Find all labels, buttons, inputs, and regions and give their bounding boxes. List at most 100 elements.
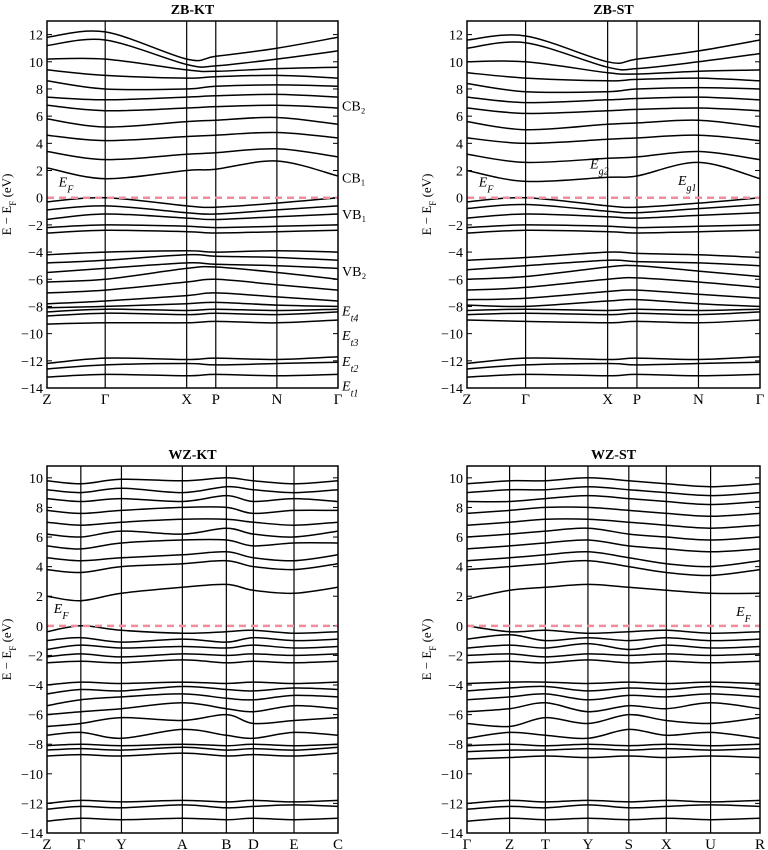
panel-title: ZB-KT (171, 3, 215, 18)
band-line (47, 160, 338, 180)
band-line (47, 196, 338, 209)
y-tick-label: 4 (36, 561, 43, 576)
band-line (47, 262, 338, 274)
band-line (467, 804, 760, 811)
band-line (467, 96, 760, 104)
kpoint-label: S (625, 837, 633, 850)
panel-title: WZ-KT (168, 448, 217, 463)
y-tick-label: −4 (448, 246, 463, 261)
y-tick-label: 8 (456, 83, 463, 98)
band-line (47, 80, 338, 91)
y-tick-label: −6 (448, 709, 463, 724)
y-tick-label: 0 (36, 620, 43, 635)
band-line (47, 752, 338, 757)
band-line (467, 713, 760, 728)
y-tick-label: 10 (449, 472, 463, 487)
band-line (467, 264, 760, 281)
band-line (47, 319, 338, 325)
band-annotation: VB₁ (342, 208, 366, 223)
y-axis-label: E − EF (eV) (0, 174, 18, 236)
kpoint-label: Γ (463, 837, 472, 850)
band-line (47, 559, 338, 574)
y-tick-label: 10 (29, 56, 43, 71)
band-line (467, 82, 760, 94)
y-tick-label: −10 (441, 768, 463, 783)
kpoint-label: E (289, 837, 298, 850)
band-line (467, 743, 760, 747)
band-line (47, 93, 338, 101)
band-line (467, 229, 760, 234)
band-line (47, 69, 338, 79)
y-tick-label: 4 (456, 137, 463, 152)
y-tick-label: 2 (456, 165, 463, 180)
band-panel-3: WZ-ST E − EF (eV) 10 8 6 4 2 0 −2 −4 −6 −8 −10 −12 −14… (419, 448, 765, 850)
y-tick-label: 8 (456, 501, 463, 516)
band-line (47, 265, 338, 283)
band-line (467, 625, 760, 634)
y-tick-label: −14 (441, 382, 463, 397)
y-tick-label: −2 (448, 219, 463, 234)
y-tick-label: 12 (29, 29, 43, 44)
y-tick-label: −8 (448, 300, 463, 315)
y-tick-label: 6 (456, 110, 463, 125)
y-tick-label: 2 (36, 590, 43, 605)
band-line (467, 653, 760, 658)
band-line (467, 477, 760, 488)
panel-title: ZB-ST (593, 3, 634, 18)
kpoint-label: Γ (101, 392, 110, 408)
band-line (467, 251, 760, 261)
y-tick-label: −6 (28, 273, 43, 288)
kpoint-label: Z (505, 837, 514, 850)
y-tick-label: −14 (21, 382, 43, 397)
band-line (467, 276, 760, 291)
band-annotation: EF (53, 602, 70, 622)
kpoint-label: C (333, 837, 343, 850)
band-annotation: EF (735, 605, 752, 625)
band-line (467, 119, 760, 131)
band-line (47, 713, 338, 728)
band-line (47, 702, 338, 716)
y-tick-label: 4 (36, 137, 43, 152)
bands (47, 477, 338, 822)
y-tick-label: −2 (28, 219, 43, 234)
panel-frame (466, 20, 761, 389)
band-line (467, 60, 760, 75)
band-annotation: EF (58, 175, 75, 195)
band-line (47, 205, 338, 215)
band-line (467, 289, 760, 301)
panel-frame (46, 465, 339, 834)
y-tick-label: −8 (28, 300, 43, 315)
band-line (467, 485, 760, 497)
bands (467, 34, 760, 378)
kpoint-label: Γ (334, 392, 343, 408)
band-line (467, 685, 760, 692)
kpoint-label: Z (42, 837, 51, 850)
band-line (467, 550, 760, 568)
y-tick-label: −6 (28, 709, 43, 724)
band-line (47, 518, 338, 526)
band-line (467, 107, 760, 115)
kpoint-label: Y (583, 837, 594, 850)
y-tick-label: 2 (456, 590, 463, 605)
band-line (467, 633, 760, 642)
band-line (467, 559, 760, 577)
panel-frame (466, 465, 761, 834)
y-tick-label: 0 (456, 192, 463, 207)
band-line (467, 161, 760, 183)
band-line (47, 681, 338, 686)
band-line (47, 644, 338, 651)
kpoint-label: X (181, 392, 192, 408)
band-line (467, 506, 760, 518)
y-tick-label: −12 (441, 355, 463, 370)
y-tick-label: 10 (449, 56, 463, 71)
band-line (467, 702, 760, 713)
band-line (47, 685, 338, 695)
band-line (47, 743, 338, 747)
band-line (467, 373, 760, 378)
band-line (47, 292, 338, 305)
band-line (467, 203, 760, 214)
y-tick-label: −12 (21, 797, 43, 812)
band-line (467, 355, 760, 365)
band-line (467, 259, 760, 271)
